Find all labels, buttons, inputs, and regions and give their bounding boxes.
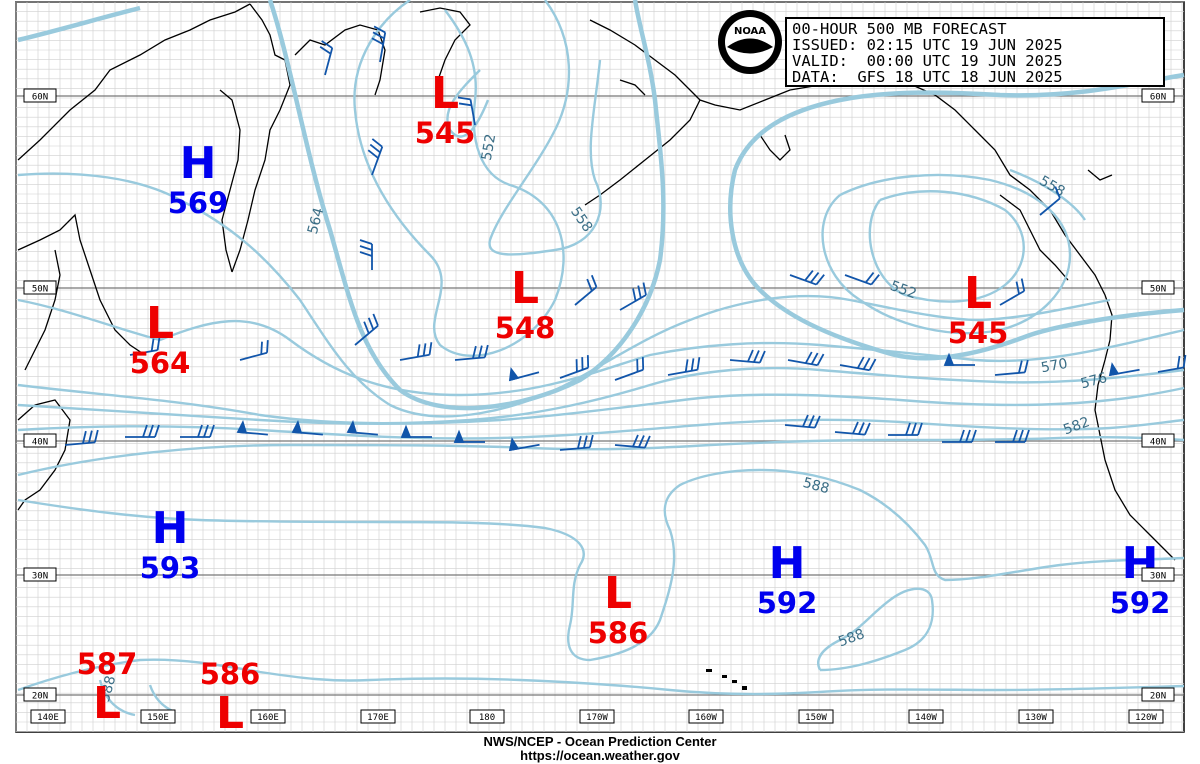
lon-label: 130W <box>1018 709 1054 724</box>
svg-text:30N: 30N <box>1150 572 1166 582</box>
coastlines <box>17 3 1176 561</box>
lon-label: 170E <box>360 709 396 724</box>
lon-label: 180 <box>469 709 505 724</box>
center-letter: L <box>964 268 992 319</box>
axis-labels: 60N 60N 50N 50N 40N 40N 30N 30N 20N 20N 140E 150E 16… <box>23 88 1175 724</box>
lon-label: 170W <box>579 709 615 724</box>
svg-text:50N: 50N <box>32 285 48 295</box>
center-value: 587 <box>77 647 138 681</box>
lon-label: 160W <box>688 709 724 724</box>
lon-label: 160E <box>250 709 286 724</box>
center-value: 545 <box>948 316 1009 350</box>
contour-label: 588 <box>801 475 831 497</box>
svg-text:150E: 150E <box>147 713 169 723</box>
svg-text:30N: 30N <box>32 572 48 582</box>
center-letter: H <box>180 138 217 189</box>
svg-text:50N: 50N <box>1150 285 1166 295</box>
center-letter: L <box>604 568 632 619</box>
lat-label-left: 20N <box>23 687 57 702</box>
contour-label: 564 <box>305 206 327 236</box>
noaa-logo-icon: NOAA <box>718 10 782 74</box>
center-value: 586 <box>588 616 649 650</box>
svg-text:60N: 60N <box>1150 93 1166 103</box>
svg-text:20N: 20N <box>1150 692 1166 702</box>
svg-text:180: 180 <box>479 713 495 723</box>
footer-url[interactable]: https://ocean.weather.gov <box>520 748 680 763</box>
center-value: 548 <box>495 311 556 345</box>
lat-label-right: 40N <box>1141 433 1175 448</box>
center-value: 592 <box>1110 586 1171 620</box>
center-letter: L <box>146 298 174 349</box>
svg-text:40N: 40N <box>1150 438 1166 448</box>
svg-text:20N: 20N <box>32 692 48 702</box>
center-value: 586 <box>200 657 261 691</box>
svg-text:160E: 160E <box>257 713 279 723</box>
contour-label: 588 <box>97 674 119 704</box>
svg-text:40N: 40N <box>32 438 48 448</box>
hawaii-islands <box>706 669 747 690</box>
center-value: 593 <box>140 551 201 585</box>
noaa-logo-text: NOAA <box>734 26 766 37</box>
center-value: 545 <box>415 116 476 150</box>
center-letter: L <box>93 678 121 729</box>
contour-label: 570 <box>1040 356 1069 376</box>
svg-text:60N: 60N <box>32 93 48 103</box>
center-letter: L <box>431 68 459 119</box>
lon-label: 140W <box>908 709 944 724</box>
svg-text:140W: 140W <box>915 713 937 723</box>
lon-label: 150E <box>140 709 176 724</box>
contour-label: 576 <box>1079 370 1109 392</box>
svg-text:140E: 140E <box>37 713 59 723</box>
svg-text:150W: 150W <box>805 713 827 723</box>
center-value: 564 <box>130 346 191 380</box>
lat-label-right: 60N <box>1141 88 1175 103</box>
svg-text:130W: 130W <box>1025 713 1047 723</box>
lon-label: 150W <box>798 709 834 724</box>
header-valid: VALID: 00:00 UTC 19 JUN 2025 <box>792 52 1063 70</box>
lat-label-left: 30N <box>23 567 57 582</box>
forecast-header: 00-HOUR 500 MB FORECAST ISSUED: 02:15 UT… <box>785 17 1165 87</box>
thick-contours <box>17 0 1185 411</box>
svg-text:170W: 170W <box>586 713 608 723</box>
center-letter: H <box>152 503 189 554</box>
center-letter: L <box>216 688 244 739</box>
contour-label: 552 <box>479 133 499 162</box>
header-title: 00-HOUR 500 MB FORECAST <box>792 20 1007 38</box>
center-letter: L <box>511 263 539 314</box>
lon-label: 140E <box>30 709 66 724</box>
header-issued: ISSUED: 02:15 UTC 19 JUN 2025 <box>792 36 1063 54</box>
lat-label-right: 30N <box>1141 567 1175 582</box>
lat-label-right: 50N <box>1141 280 1175 295</box>
wind-barbs <box>64 25 1187 452</box>
lat-label-left: 60N <box>23 88 57 103</box>
header-data: DATA: GFS 18 UTC 18 JUN 2025 <box>792 68 1063 86</box>
center-letter: H <box>769 538 806 589</box>
svg-text:160W: 160W <box>695 713 717 723</box>
lon-label: 120W <box>1128 709 1164 724</box>
lat-label-left: 50N <box>23 280 57 295</box>
svg-text:170E: 170E <box>367 713 389 723</box>
center-value: 592 <box>757 586 818 620</box>
center-value: 569 <box>168 186 229 220</box>
footer-agency: NWS/NCEP - Ocean Prediction Center <box>483 734 717 749</box>
lat-label-right: 20N <box>1141 687 1175 702</box>
lat-label-left: 40N <box>23 433 57 448</box>
svg-text:120W: 120W <box>1135 713 1157 723</box>
